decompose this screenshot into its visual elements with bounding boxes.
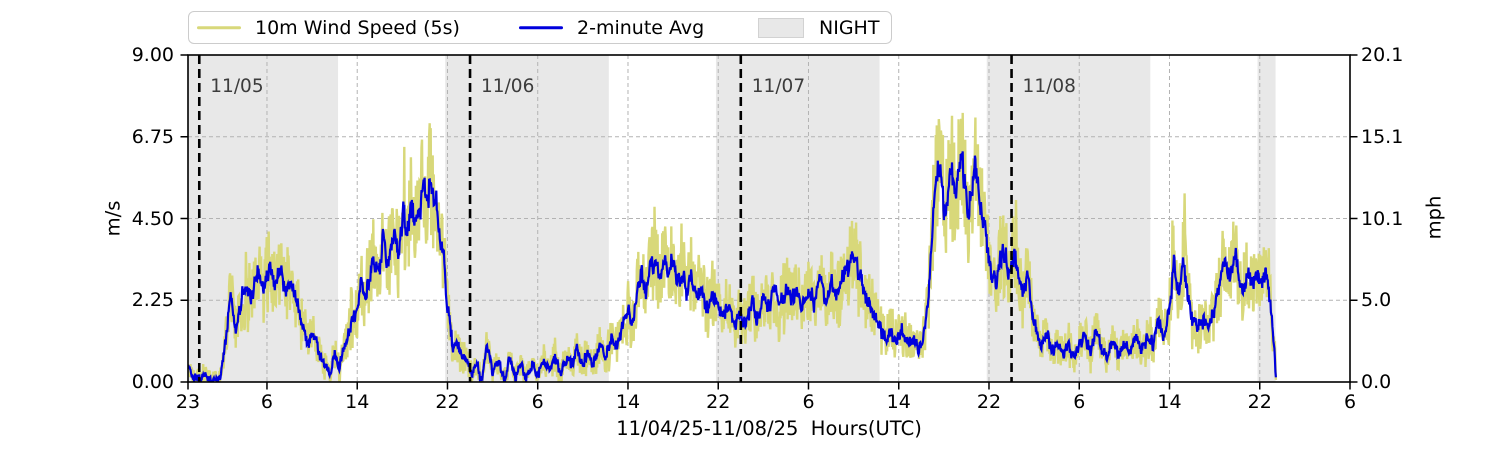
x-tick-label: 23	[175, 391, 201, 413]
x-tick-label: 6	[1073, 391, 1086, 413]
x-tick-label: 14	[615, 391, 641, 413]
y-axis-label-right: mph	[1422, 195, 1446, 240]
y-tick-label-left: 0.00	[131, 371, 174, 393]
x-tick-label: 14	[345, 391, 370, 413]
date-annotation: 11/05	[210, 76, 264, 97]
x-tick-label: 14	[1157, 391, 1182, 413]
date-annotation: 11/08	[1022, 76, 1076, 97]
avg-line-swatch	[519, 25, 563, 30]
night-patch-swatch	[758, 17, 804, 38]
y-tick-label-right: 15.1	[1361, 125, 1404, 148]
y-tick-label-left: 4.50	[131, 207, 174, 230]
y-tick-label-right: 20.1	[1361, 44, 1404, 66]
y-tick-label-left: 9.00	[131, 44, 174, 66]
date-annotation: 11/06	[481, 76, 535, 97]
legend: 10m Wind Speed (5s) 2-minute Avg NIGHT	[188, 11, 892, 44]
x-tick-label: 6	[260, 391, 274, 413]
x-axis-label: 11/04/25-11/08/25 Hours(UTC)	[616, 417, 922, 440]
x-tick-label: 6	[1343, 391, 1357, 413]
x-tick-label: 6	[531, 391, 544, 413]
y-tick-label-left: 6.75	[131, 125, 174, 148]
date-annotation: 11/07	[751, 76, 806, 97]
x-tick-label: 22	[435, 391, 460, 413]
x-tick-label: 22	[1247, 391, 1272, 413]
legend-label-avg: 2-minute Avg	[577, 16, 705, 39]
legend-label-wind-speed: 10m Wind Speed (5s)	[255, 16, 460, 39]
x-tick-label: 14	[886, 391, 911, 413]
y-axis-label-left: m/s	[101, 200, 125, 237]
x-tick-label: 22	[976, 391, 1002, 413]
y-tick-label-right: 5.0	[1361, 289, 1392, 312]
x-tick-label: 6	[802, 391, 815, 413]
y-tick-label-right: 0.0	[1361, 371, 1392, 393]
two-minute-avg-line	[188, 151, 1277, 382]
legend-label-night: NIGHT	[819, 16, 880, 39]
y-tick-label-left: 2.25	[131, 289, 174, 312]
y-tick-label-right: 10.1	[1361, 207, 1404, 230]
wind-speed-line-swatch	[197, 25, 241, 30]
x-tick-label: 22	[706, 391, 731, 413]
